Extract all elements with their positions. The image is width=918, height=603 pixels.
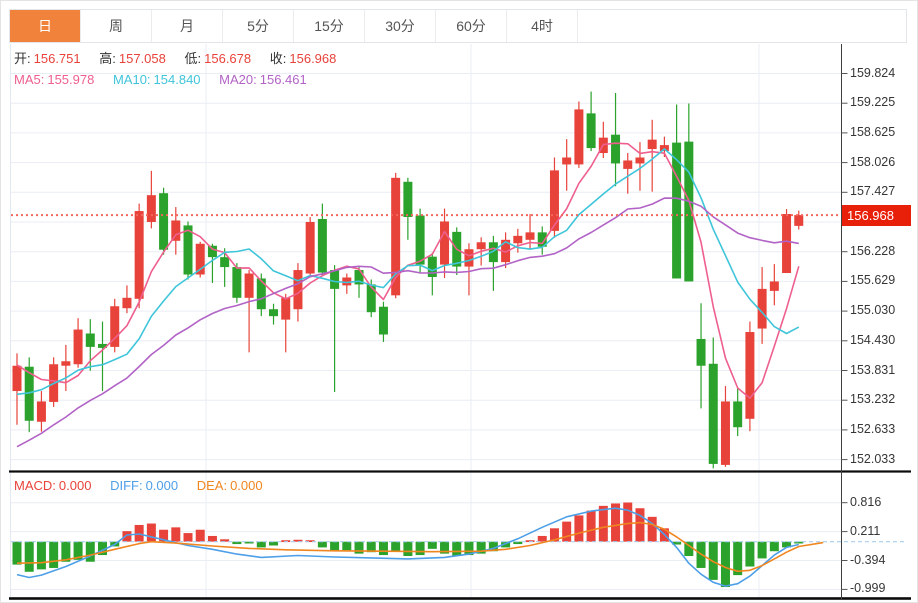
dea-value: 0.000 — [230, 478, 263, 493]
tab-week[interactable]: 周 — [81, 10, 152, 42]
diff-value: 0.000 — [145, 478, 179, 493]
timeframe-tabbar: 日周月 5分 15分 30分 60分 4时 — [9, 9, 907, 43]
price-axis-label: 0.211 — [850, 523, 881, 538]
price-axis-label: -0.999 — [850, 581, 886, 596]
ma10-line — [16, 148, 800, 396]
price-axis-label: 156.228 — [850, 243, 896, 258]
macd-readout: MACD: 0.000 DIFF: 0.000 DEA: 0.000 — [14, 478, 278, 494]
ma10-value: 154.840 — [153, 72, 201, 87]
price-axis-label: 155.629 — [850, 273, 896, 288]
close-label: 收: — [269, 51, 287, 66]
low-label: 低: — [184, 51, 202, 66]
low-value: 156.678 — [204, 51, 252, 66]
high-value: 157.058 — [118, 51, 166, 66]
macd-label: MACD: — [14, 478, 56, 493]
tab-day[interactable]: 日 — [10, 10, 81, 42]
diff-label: DIFF: — [110, 478, 143, 493]
open-value: 156.751 — [33, 51, 81, 66]
price-axis-label: 154.430 — [850, 332, 896, 347]
price-axis-label: 157.427 — [850, 184, 896, 199]
close-value: 156.968 — [289, 51, 337, 66]
price-axis-label: 153.831 — [850, 362, 896, 377]
high-label: 高: — [99, 51, 116, 66]
ma5-label: MA5: — [14, 72, 45, 87]
tab-15min[interactable]: 15分 — [294, 10, 365, 42]
frame-layer — [9, 44, 911, 600]
tab-4hour[interactable]: 4时 — [507, 10, 578, 42]
ma20-label: MA20: — [219, 72, 257, 87]
price-axis-label: 155.030 — [850, 303, 896, 318]
open-label: 开: — [14, 51, 31, 66]
tab-5min[interactable]: 5分 — [223, 10, 294, 42]
candlestick-layer — [12, 91, 804, 469]
ma10-label: MA10: — [112, 72, 151, 87]
price-axis-label: 158.026 — [850, 154, 896, 169]
ma20-value: 156.461 — [259, 72, 307, 87]
price-axis-label: 159.225 — [850, 95, 896, 110]
tab-30min[interactable]: 30分 — [365, 10, 436, 42]
price-axis-label: 158.625 — [850, 124, 896, 139]
price-axis-label: 152.633 — [850, 421, 896, 436]
price-axis-label: 153.232 — [850, 392, 896, 407]
macd-value: 0.000 — [58, 478, 92, 493]
dea-label: DEA: — [196, 478, 228, 493]
current-price-badge: 156.968 — [842, 204, 911, 226]
diff-line — [16, 507, 799, 587]
ma20-line — [16, 197, 799, 448]
tab-month[interactable]: 月 — [152, 10, 223, 42]
price-axis-label: 159.824 — [850, 65, 896, 80]
price-axis-label: 152.033 — [850, 451, 896, 466]
price-axis-label: -0.394 — [850, 552, 886, 567]
dea-line — [16, 521, 824, 573]
ohlc-readout: 开: 156.751 高: 157.058 低: 156.678 收: 156.968 — [14, 51, 351, 67]
grid-layer — [10, 44, 842, 597]
ma-readout: MA5: 155.978 MA10: 154.840 MA20: 156.461 — [14, 72, 322, 88]
tab-60min[interactable]: 60分 — [436, 10, 507, 42]
price-axis-label: 0.816 — [850, 494, 882, 509]
ma5-value: 155.978 — [47, 72, 95, 87]
